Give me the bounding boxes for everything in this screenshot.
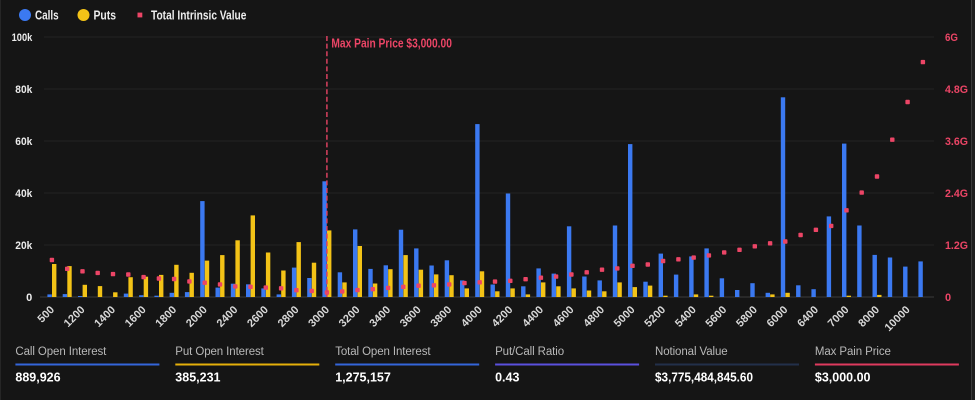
svg-text:Total Intrinsic Value: Total Intrinsic Value xyxy=(151,8,246,23)
svg-text:Put Open Interest: Put Open Interest xyxy=(175,346,264,358)
svg-text:80k: 80k xyxy=(15,84,33,96)
svg-text:0: 0 xyxy=(26,292,32,304)
svg-text:$3,775,484,845.60: $3,775,484,845.60 xyxy=(655,371,753,385)
svg-text:4.8G: 4.8G xyxy=(945,84,968,96)
svg-text:385,231: 385,231 xyxy=(175,371,220,385)
svg-text:1.2G: 1.2G xyxy=(945,240,968,252)
svg-text:0.43: 0.43 xyxy=(495,371,519,385)
svg-text:2.4G: 2.4G xyxy=(945,188,968,200)
svg-text:40k: 40k xyxy=(15,188,33,200)
svg-text:3.6G: 3.6G xyxy=(945,136,968,148)
svg-text:60k: 60k xyxy=(15,136,33,148)
svg-text:6G: 6G xyxy=(945,32,958,44)
svg-text:889,926: 889,926 xyxy=(15,371,60,385)
svg-text:20k: 20k xyxy=(15,240,33,252)
svg-text:Total Open Interest: Total Open Interest xyxy=(335,346,431,358)
svg-text:Call Open Interest: Call Open Interest xyxy=(15,346,107,358)
svg-text:100k: 100k xyxy=(12,32,33,44)
svg-text:0: 0 xyxy=(945,292,951,304)
svg-text:Puts: Puts xyxy=(94,8,117,23)
svg-text:Calls: Calls xyxy=(35,8,59,23)
svg-text:Max Pain Price: Max Pain Price xyxy=(815,346,891,358)
svg-text:Put/Call Ratio: Put/Call Ratio xyxy=(495,346,564,358)
svg-text:$3,000.00: $3,000.00 xyxy=(815,371,871,385)
svg-text:Notional Value: Notional Value xyxy=(655,346,728,358)
svg-text:Max Pain Price $3,000.00: Max Pain Price $3,000.00 xyxy=(331,36,452,51)
svg-text:1,275,157: 1,275,157 xyxy=(335,371,391,385)
